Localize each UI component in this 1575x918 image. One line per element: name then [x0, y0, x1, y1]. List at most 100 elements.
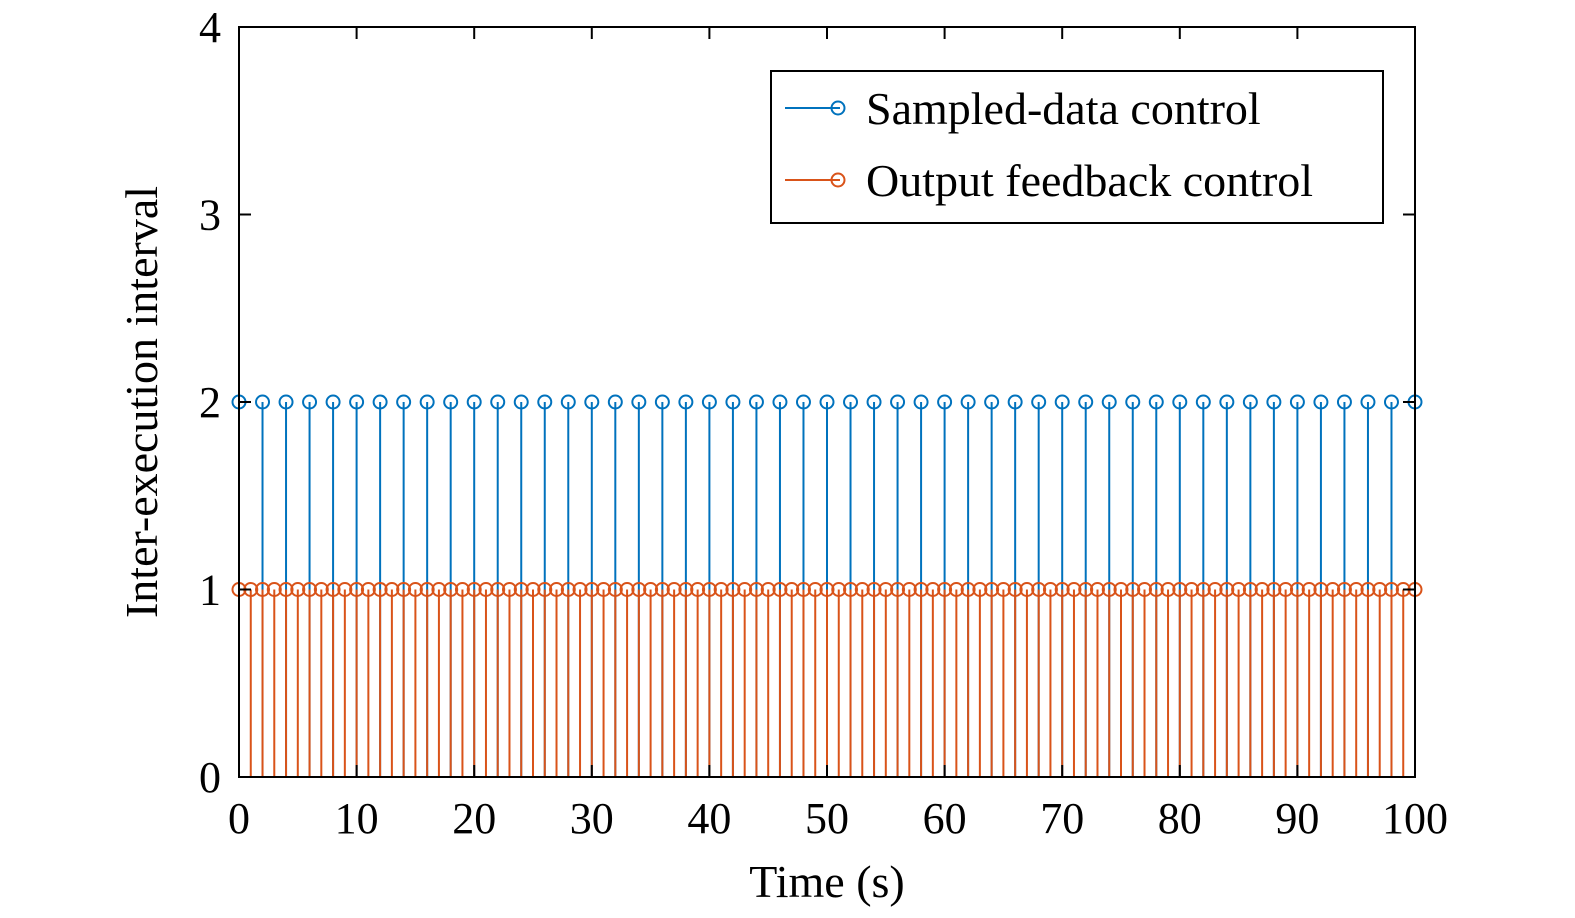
stem-marker	[1066, 582, 1082, 597]
legend-box	[770, 70, 1384, 224]
stem-marker	[384, 582, 400, 597]
plot-area: 0 10 20 30 40 50 60 70 80 90 100 0 1 2 3 4	[199, 3, 1448, 843]
stem-marker	[937, 394, 953, 410]
stem-marker	[407, 582, 423, 597]
stem-marker	[1054, 394, 1070, 410]
stem-marker	[1336, 394, 1352, 410]
stem-marker	[631, 582, 647, 597]
stem-marker	[596, 582, 612, 597]
stem-marker	[290, 582, 306, 597]
stem-marker	[278, 582, 294, 597]
stem-marker	[1195, 394, 1211, 410]
x-tick-label: 0	[228, 794, 250, 843]
stem-marker	[337, 582, 353, 597]
stem-marker	[1019, 582, 1035, 597]
stem-marker	[372, 394, 388, 410]
stem-marker	[1207, 582, 1223, 597]
stem-marker	[1289, 582, 1305, 597]
stem-marker	[396, 394, 412, 410]
stem-marker	[795, 582, 811, 597]
stems-layer	[231, 394, 1423, 777]
stem-marker	[960, 394, 976, 410]
x-tick-label: 90	[1275, 794, 1319, 843]
stem-marker	[772, 394, 788, 410]
stem-marker	[795, 394, 811, 410]
stem-marker	[490, 582, 506, 597]
stem-marker	[843, 582, 859, 597]
stem-marker	[984, 394, 1000, 410]
stem-marker	[1113, 582, 1129, 597]
stem-marker	[360, 582, 376, 597]
stem-marker	[725, 582, 741, 597]
stem-marker	[1242, 582, 1258, 597]
stem-marker	[995, 582, 1011, 597]
stem-marker	[325, 582, 341, 597]
y-tick-label: 3	[199, 191, 221, 240]
x-tick-label: 10	[335, 794, 379, 843]
stem-marker	[302, 394, 318, 410]
x-axis-label: Time (s)	[749, 856, 905, 907]
legend-label-output-feedback: Output feedback control	[866, 155, 1313, 206]
stem-marker	[572, 582, 588, 597]
stem-marker	[1007, 582, 1023, 597]
stem-marker	[737, 582, 753, 597]
stem-marker	[1266, 394, 1282, 410]
legend-label-sampled-data: Sampled-data control	[866, 83, 1261, 134]
stem-marker	[1195, 582, 1211, 597]
stem-marker	[1078, 582, 1094, 597]
stem-marker	[1031, 394, 1047, 410]
stem-marker	[1148, 582, 1164, 597]
stem-marker	[654, 582, 670, 597]
stem-marker	[925, 582, 941, 597]
stem-marker	[454, 582, 470, 597]
stem-marker	[1078, 394, 1094, 410]
stem-marker	[701, 582, 717, 597]
stem-marker	[1325, 582, 1341, 597]
stem-marker	[643, 582, 659, 597]
stem-marker	[1184, 582, 1200, 597]
stem-marker	[1148, 394, 1164, 410]
stem-marker	[972, 582, 988, 597]
stem-marker	[513, 582, 529, 597]
stem-marker	[372, 582, 388, 597]
stem-marker	[607, 582, 623, 597]
stem-marker	[772, 582, 788, 597]
stem-marker	[1266, 582, 1282, 597]
x-tick-label: 20	[452, 794, 496, 843]
stem-marker	[560, 394, 576, 410]
stem-marker	[901, 582, 917, 597]
stem-marker	[690, 582, 706, 597]
stem-marker	[948, 582, 964, 597]
stem-marker	[584, 394, 600, 410]
stem-marker	[619, 582, 635, 597]
stem-marker	[537, 394, 553, 410]
x-tick-label: 70	[1040, 794, 1084, 843]
stem-marker	[890, 582, 906, 597]
stem-marker	[1125, 394, 1141, 410]
stem-marker	[1007, 394, 1023, 410]
stem-marker	[1089, 582, 1105, 597]
y-tick-label: 2	[199, 378, 221, 427]
stem-marker	[807, 582, 823, 597]
stem-marker	[325, 394, 341, 410]
stem-marker	[819, 394, 835, 410]
stem-marker	[1172, 394, 1188, 410]
stem-marker	[1219, 394, 1235, 410]
stem-marker	[1289, 394, 1305, 410]
stem-marker	[349, 582, 365, 597]
stem-marker	[607, 394, 623, 410]
stem-marker	[419, 394, 435, 410]
stem-marker	[525, 582, 541, 597]
stem-marker	[501, 582, 517, 597]
stem-marker	[1054, 582, 1070, 597]
stem-marker	[631, 394, 647, 410]
stem-marker	[1372, 582, 1388, 597]
stem-marker	[1101, 582, 1117, 597]
x-tick-label: 30	[570, 794, 614, 843]
stem-marker	[1348, 582, 1364, 597]
stem-marker	[1254, 582, 1270, 597]
stem-marker	[1383, 582, 1399, 597]
stem-marker	[513, 394, 529, 410]
stem-marker	[1160, 582, 1176, 597]
